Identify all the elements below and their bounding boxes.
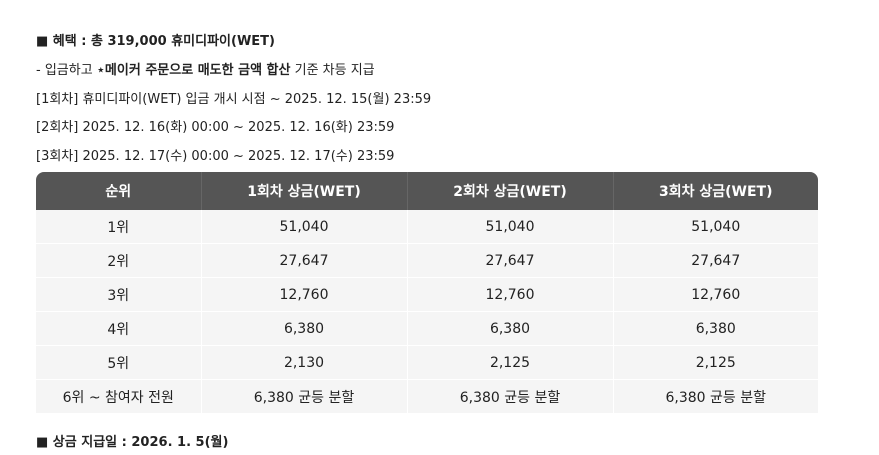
table-cell: 6,380 균등 분할 [612,379,818,414]
table-cell: 2위 [36,243,202,278]
table-cell: 12,760 [406,277,614,312]
table-cell: 2,130 [200,345,408,380]
table-cell: 6,380 균등 분할 [200,379,408,414]
column-header: 1회차 상금(WET) [200,172,407,210]
column-header: 순위 [36,172,201,210]
table-cell: 6,380 [200,311,408,346]
table-cell: 4위 [36,311,202,346]
table-row: 2위 27,647 27,647 27,647 [36,243,818,278]
table-cell: 12,760 [200,277,408,312]
table-cell: 6,380 [612,311,818,346]
table-cell: 1위 [36,210,202,244]
table-cell: 27,647 [200,243,408,278]
table-cell: 2,125 [406,345,614,380]
intro-bold: ⋆메이커 주문으로 매도한 금액 합산 [96,63,291,78]
intro-prefix: - 입금하고 [36,63,97,78]
table-row: 1위 51,040 51,040 51,040 [36,210,818,244]
intro: - 입금하고 ⋆메이커 주문으로 매도한 금액 합산 기준 차등 지급 [36,62,375,80]
round-line: [3회차] 2025. 12. 17(수) 00:00 ~ 2025. 12. … [36,149,395,164]
table-cell: 6,380 균등 분할 [406,379,614,414]
table-cell: 12,760 [612,277,818,312]
round-line: [1회차] 휴미디파이(WET) 입금 개시 시점 ~ 2025. 12. 15… [36,92,432,107]
table-cell: 6위 ~ 참여자 전원 [36,379,202,414]
benefit-title: ■ 혜택 : 총 319,000 휴미디파이(WET) [36,34,275,49]
table-cell: 51,040 [406,210,614,244]
payout-date: ■ 상금 지급일 : 2026. 1. 5(월) [36,435,229,450]
column-header: 2회차 상금(WET) [406,172,613,210]
round-line: [2회차] 2025. 12. 16(화) 00:00 ~ 2025. 12. … [36,120,395,135]
table-body: 1위 51,040 51,040 51,040 2위 27,647 27,647 27,647… [36,210,818,414]
table-cell: 6,380 [406,311,614,346]
intro-suffix: 기준 차등 지급 [290,63,375,78]
table-cell: 27,647 [612,243,818,278]
table-cell: 2,125 [612,345,818,380]
table-row: 4위 6,380 6,380 6,380 [36,311,818,346]
table-row: 6위 ~ 참여자 전원 6,380 균등 분할 6,380 균등 분할 6,380 균… [36,379,818,414]
table-cell: 3위 [36,277,202,312]
header-row: 순위 1회차 상금(WET) 2회차 상금(WET) 3회차 상금(WET) [36,172,818,210]
prize-table: 순위 1회차 상금(WET) 2회차 상금(WET) 3회차 상금(WET) 1위 51… [36,172,818,414]
table-cell: 5위 [36,345,202,380]
column-header: 3회차 상금(WET) [612,172,818,210]
table-cell: 51,040 [200,210,408,244]
table-row: 3위 12,760 12,760 12,760 [36,277,818,312]
table-cell: 51,040 [612,210,818,244]
table-cell: 27,647 [406,243,614,278]
table-row: 5위 2,130 2,125 2,125 [36,345,818,380]
